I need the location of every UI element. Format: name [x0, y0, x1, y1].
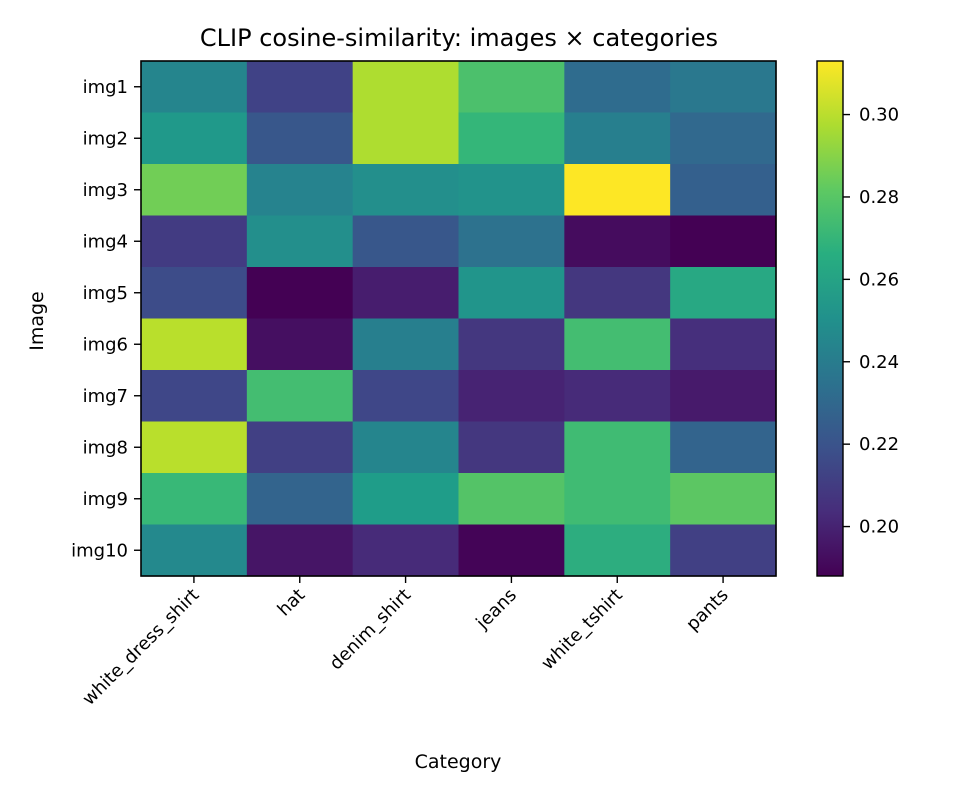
heatmap-cell [141, 524, 248, 577]
heatmap-cell [670, 421, 777, 474]
heatmap-cell [352, 164, 460, 217]
heatmap-cell [670, 318, 777, 371]
heatmap-cell [352, 524, 460, 577]
x-axis-ticks: white_dress_shirt hat denim_shirt jeans whit… [78, 576, 733, 710]
y-tick-label: img7 [83, 386, 128, 407]
x-tick-label: white_dress_shirt [78, 585, 203, 710]
colorbar-gradient [816, 60, 844, 577]
x-tick-label: white_tshirt [537, 585, 627, 675]
heatmap-cell [564, 215, 671, 268]
y-axis-label: Image [26, 291, 48, 351]
y-tick-label: img10 [71, 540, 128, 561]
heatmap-cell [352, 112, 460, 165]
heatmap-cell [564, 267, 671, 320]
heatmap-cell [458, 318, 565, 371]
heatmap-cell [458, 215, 565, 268]
y-tick-label: img3 [83, 180, 128, 201]
heatmap-cell [458, 267, 565, 320]
plot-frame [140, 60, 777, 577]
heatmap-cell [246, 267, 354, 320]
x-axis-label: Category [415, 751, 502, 773]
heatmap-cell [564, 318, 671, 371]
x-tick-label: denim_shirt [326, 585, 416, 675]
heatmap-cell [458, 112, 565, 165]
heatmap-cell [141, 267, 248, 320]
x-tick-label: jeans [472, 585, 521, 634]
heatmap-cell [141, 112, 248, 165]
colorbar-tick-label: 0.20 [859, 517, 899, 538]
heatmap-cell [352, 267, 460, 320]
colorbar-tick-label: 0.22 [859, 434, 899, 455]
y-tick-label: img8 [83, 437, 128, 458]
heatmap-cell [141, 370, 248, 423]
heatmap-cell [670, 524, 777, 577]
heatmap-cell [670, 164, 777, 217]
heatmap-cell [352, 473, 460, 526]
heatmap-cell [670, 370, 777, 423]
heatmap-cells [141, 61, 777, 577]
heatmap-cell [352, 370, 460, 423]
heatmap-cell [564, 524, 671, 577]
heatmap-cell [352, 215, 460, 268]
heatmap-cell [564, 164, 671, 217]
colorbar-tick-label: 0.26 [859, 269, 899, 290]
y-tick-label: img2 [83, 128, 128, 149]
colorbar-ticks: 0.20 0.22 0.24 0.26 0.28 0.30 [843, 105, 899, 538]
heatmap-cell [246, 164, 354, 217]
x-tick-label: hat [274, 585, 310, 621]
heatmap-cell [246, 370, 354, 423]
y-tick-label: img5 [83, 283, 128, 304]
heatmap-cell [458, 370, 565, 423]
colorbar-tick-label: 0.28 [859, 187, 899, 208]
heatmap-cell [246, 318, 354, 371]
heatmap-cell [141, 473, 248, 526]
y-tick-label: img9 [83, 489, 128, 510]
heatmap-cell [246, 473, 354, 526]
heatmap-cell [141, 164, 248, 217]
colorbar-tick-label: 0.24 [859, 352, 899, 373]
heatmap-cell [670, 61, 777, 114]
heatmap-cell [564, 61, 671, 114]
heatmap-cell [352, 61, 460, 114]
heatmap-cell [564, 370, 671, 423]
heatmap-cell [246, 421, 354, 474]
y-tick-label: img4 [83, 231, 128, 252]
heatmap-cell [458, 61, 565, 114]
chart-title: CLIP cosine-similarity: images × categor… [200, 24, 718, 52]
heatmap-cell [246, 524, 354, 577]
heatmap-cell [458, 164, 565, 217]
heatmap-cell [141, 421, 248, 474]
heatmap-cell [246, 215, 354, 268]
y-tick-label: img1 [83, 77, 128, 98]
colorbar: 0.20 0.22 0.24 0.26 0.28 0.30 [816, 60, 899, 577]
heatmap-cell [141, 215, 248, 268]
heatmap-cell [458, 421, 565, 474]
heatmap-cell [352, 318, 460, 371]
heatmap-cell [246, 112, 354, 165]
heatmap-cell [246, 61, 354, 114]
heatmap-cell [458, 524, 565, 577]
x-tick-label: pants [682, 585, 732, 635]
y-tick-label: img6 [83, 334, 128, 355]
heatmap-cell [670, 473, 777, 526]
heatmap-cell [670, 112, 777, 165]
heatmap-cell [670, 215, 777, 268]
heatmap-cell [670, 267, 777, 320]
y-axis-ticks: img1 img2 img3 img4 img5 img6 img7 img8 img9 img1… [71, 77, 141, 561]
colorbar-tick-label: 0.30 [859, 105, 899, 126]
heatmap-cell [564, 421, 671, 474]
heatmap-cell [564, 473, 671, 526]
heatmap-cell [141, 61, 248, 114]
heatmap-cell [458, 473, 565, 526]
heatmap-cell [564, 112, 671, 165]
heatmap-cell [141, 318, 248, 371]
heatmap-cell [352, 421, 460, 474]
